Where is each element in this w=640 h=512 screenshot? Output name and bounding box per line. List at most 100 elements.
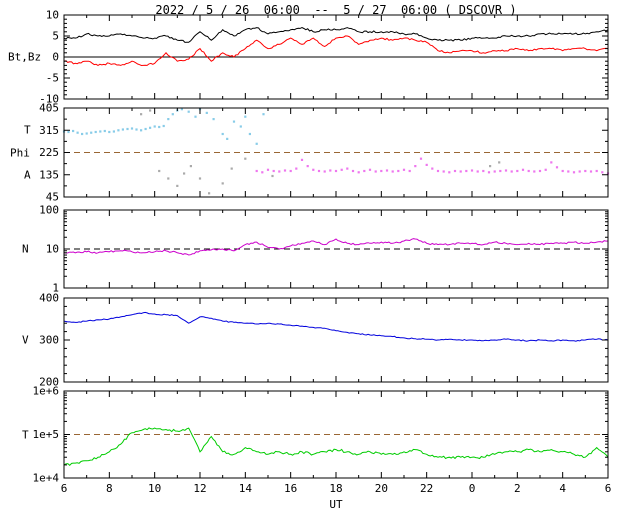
scatter-point-phi-intermediate — [221, 182, 224, 185]
y-tick-label: -5 — [46, 72, 59, 85]
scatter-point-phi-away — [351, 169, 355, 173]
panel-label-btbz: Bt,Bz — [8, 50, 42, 64]
scatter-point-phi-away — [487, 171, 491, 174]
scatter-point-phi-toward — [99, 130, 102, 133]
scatter-point-phi-away — [346, 167, 349, 170]
scatter-point-phi-away — [544, 168, 547, 171]
scatter-point-phi-away — [521, 168, 525, 171]
scatter-point-phi-toward — [187, 110, 190, 113]
y-tick-label: 1 — [52, 282, 59, 295]
y-tick-label: 400 — [39, 292, 59, 305]
scatter-point-phi-toward — [112, 130, 115, 133]
scatter-point-phi-intermediate — [167, 177, 170, 180]
y-tick-label: 0 — [52, 51, 59, 64]
scatter-point-phi-intermediate — [498, 161, 501, 164]
y-tick-label: 1e+4 — [33, 472, 60, 485]
scatter-point-phi-away — [323, 170, 326, 173]
scatter-point-phi-toward — [130, 127, 134, 130]
scatter-point-phi-toward — [232, 120, 236, 123]
panel-t: 1e+4 1e+5 1e+6 — [33, 385, 609, 485]
scatter-point-phi-toward — [262, 113, 265, 116]
x-tick-label: 14 — [239, 482, 253, 495]
y-tick-label: 1e+6 — [33, 385, 60, 398]
y-tick-label: 10 — [46, 243, 59, 256]
scatter-point-phi-toward — [221, 132, 224, 136]
panel-bt_bz: -10 -5 0 5 10 — [39, 9, 609, 106]
scatter-point-phi-toward — [205, 111, 208, 114]
scatter-point-phi-away — [380, 169, 383, 173]
scatter-point-phi-away — [295, 167, 298, 170]
scatter-point-phi-toward — [149, 126, 152, 129]
scatter-point-phi-away — [538, 169, 542, 173]
scatter-point-phi-toward — [226, 137, 229, 140]
scatter-point-phi-away — [255, 169, 258, 173]
scatter-point-phi-away — [516, 169, 519, 173]
scatter-point-phi-away — [374, 170, 377, 173]
scatter-point-phi-toward — [144, 127, 147, 131]
y-tick-label: 45 — [46, 191, 59, 204]
scatter-point-phi-toward — [72, 129, 75, 133]
x-tick-label: 20 — [375, 482, 388, 495]
scatter-point-phi-away — [442, 170, 445, 173]
scatter-point-phi-away — [561, 169, 564, 173]
scatter-point-phi-toward — [126, 127, 129, 131]
scatter-point-phi-intermediate — [158, 169, 161, 173]
scatter-point-phi-away — [312, 168, 315, 171]
scatter-point-phi-away — [584, 169, 587, 173]
scatter-point-phi-away — [527, 169, 530, 173]
scatter-point-phi-away — [261, 171, 264, 174]
x-tick-label: 6 — [605, 482, 612, 495]
scatter-point-phi-away — [357, 171, 360, 174]
scatter-point-phi-away — [408, 169, 411, 173]
scatter-point-phi-toward — [255, 142, 258, 145]
scatter-point-phi-toward — [135, 128, 138, 131]
scatter-point-phi-intermediate — [230, 167, 233, 170]
plot-title: 2022 / 5 / 26 06:00 -- 5 / 27 06:00 ( DS… — [155, 3, 517, 17]
y-tick-label: 200 — [39, 376, 59, 389]
scatter-point-phi-intermediate — [183, 172, 186, 175]
scatter-point-phi-toward — [158, 125, 161, 129]
scatter-point-phi-away — [470, 169, 474, 172]
panel-label-density: N — [22, 242, 29, 256]
series-Bt — [64, 27, 608, 43]
scatter-point-phi-away — [589, 170, 593, 173]
scatter-point-phi-away — [578, 170, 581, 173]
y-tick-label: 5 — [52, 30, 59, 43]
series-Bz — [64, 35, 608, 67]
scatter-point-phi-away — [340, 168, 343, 171]
scatter-point-phi-away — [499, 169, 502, 173]
scatter-point-phi-away — [595, 169, 598, 173]
scatter-point-phi-intermediate — [189, 165, 192, 168]
scatter-point-phi-intermediate — [198, 177, 202, 180]
scatter-point-phi-away — [272, 169, 275, 173]
scatter-point-phi-away — [572, 171, 576, 174]
x-tick-label: 18 — [329, 482, 342, 495]
scatter-point-phi-away — [459, 170, 462, 173]
scatter-point-phi-intermediate — [489, 165, 492, 168]
y-tick-label: -10 — [39, 93, 59, 106]
sector-label-away: A — [24, 168, 31, 182]
scatter-point-phi-away — [278, 170, 281, 173]
scatter-point-phi-toward — [76, 131, 79, 134]
panel-label-velocity: V — [22, 333, 29, 347]
y-tick-label: 405 — [39, 102, 59, 115]
y-tick-label: 10 — [46, 9, 59, 22]
scatter-point-phi-away — [482, 169, 485, 173]
scatter-point-phi-toward — [180, 108, 183, 111]
scatter-point-phi-toward — [153, 125, 156, 128]
scatter-point-phi-toward — [171, 113, 174, 116]
scatter-point-phi-intermediate — [176, 184, 179, 187]
scatter-point-phi-away — [567, 170, 570, 173]
scatter-point-phi-away — [289, 169, 292, 173]
scatter-point-phi-toward — [103, 129, 106, 133]
scatter-point-phi-away — [550, 161, 553, 164]
scatter-point-phi-intermediate — [140, 113, 143, 116]
scatter-point-phi-away — [504, 169, 508, 172]
scatter-point-phi-toward — [239, 125, 242, 128]
scatter-point-phi-away — [306, 165, 309, 168]
x-tick-label: 16 — [284, 482, 297, 495]
y-tick-label: 225 — [39, 146, 59, 159]
scatter-point-phi-away — [402, 168, 406, 171]
